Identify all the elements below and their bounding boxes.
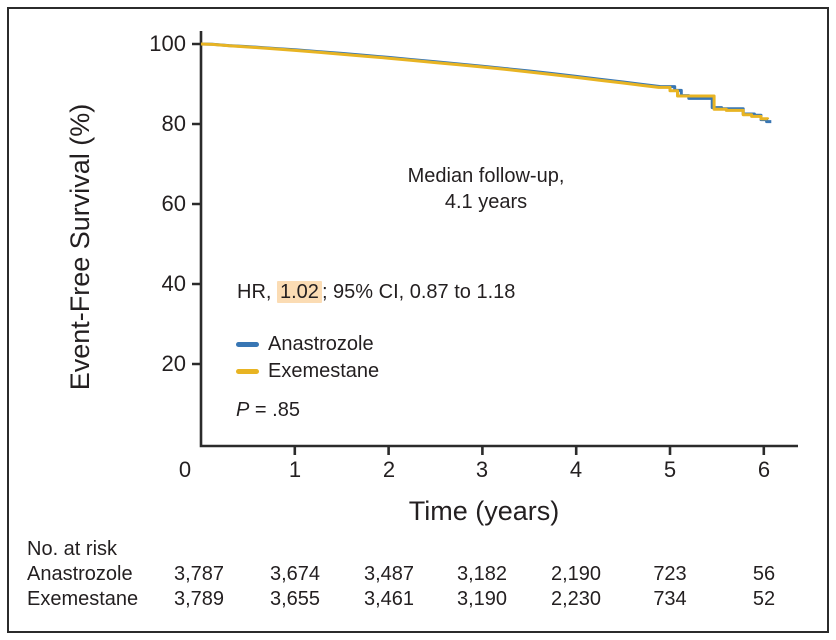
hazard-ratio-annotation: HR, 1.02; 95% CI, 0.87 to 1.18 <box>237 280 515 304</box>
risk-value: 3,487 <box>363 563 415 585</box>
hr-suffix: ; 95% CI, 0.87 to 1.18 <box>321 281 516 303</box>
risk-value: 3,789 <box>173 588 225 610</box>
p-value-annotation: P = .85 <box>236 398 300 422</box>
risk-row-label-anastrozole: Anastrozole <box>27 563 133 585</box>
risk-value: 3,674 <box>269 563 321 585</box>
risk-value: 2,230 <box>550 588 602 610</box>
risk-value: 52 <box>752 588 776 610</box>
y-tick-label-80: 80 <box>161 111 186 136</box>
median-followup-line2: 4.1 years <box>444 191 528 213</box>
legend-label-exemestane: Exemestane <box>268 360 380 382</box>
x-tick-label-3: 3 <box>475 457 489 482</box>
median-followup-annotation: Median follow-up, 4.1 years <box>326 163 646 215</box>
y-tick-label-20: 20 <box>161 351 186 376</box>
x-tick-label-4: 4 <box>569 457 583 482</box>
x-tick-label-6: 6 <box>757 457 771 482</box>
y-tick-label-100: 100 <box>149 31 186 56</box>
figure-border <box>7 7 829 633</box>
p-value-text: = .85 <box>249 399 300 421</box>
hr-prefix: HR, <box>237 281 277 303</box>
y-tick-label-60: 60 <box>161 191 186 216</box>
risk-value: 2,190 <box>550 563 602 585</box>
curve-anastrozole <box>200 42 772 124</box>
curve-exemestane <box>200 42 770 121</box>
risk-value: 734 <box>653 588 687 610</box>
p-symbol: P <box>236 399 250 421</box>
x-tick-label-5: 5 <box>663 457 677 482</box>
x-tick-label-1: 1 <box>288 457 302 482</box>
risk-value: 3,190 <box>456 588 508 610</box>
x-axis-title: Time (years) <box>408 496 560 526</box>
legend-item-exemestane: Exemestane <box>236 360 379 382</box>
risk-table-title: No. at risk <box>27 538 118 560</box>
risk-value: 3,655 <box>269 588 321 610</box>
anastrozole-line-swatch-icon <box>236 341 259 347</box>
axes-and-ticks <box>192 31 798 455</box>
risk-row-label-exemestane: Exemestane <box>27 588 139 610</box>
legend-label-anastrozole: Anastrozole <box>268 333 374 355</box>
risk-value: 723 <box>653 563 687 585</box>
exemestane-line-swatch-icon <box>236 368 259 374</box>
y-axis-title: Event-Free Survival (%) <box>65 103 95 391</box>
risk-value: 56 <box>752 563 776 585</box>
x-tick-label-0: 0 <box>178 457 192 482</box>
median-followup-line1: Median follow-up, <box>407 165 565 187</box>
y-tick-label-40: 40 <box>161 271 186 296</box>
hr-value-highlighted: 1.02 <box>277 281 322 303</box>
legend-item-anastrozole: Anastrozole <box>236 333 374 355</box>
x-tick-label-2: 2 <box>382 457 396 482</box>
risk-value: 3,461 <box>363 588 415 610</box>
risk-value: 3,182 <box>456 563 508 585</box>
risk-value: 3,787 <box>173 563 225 585</box>
